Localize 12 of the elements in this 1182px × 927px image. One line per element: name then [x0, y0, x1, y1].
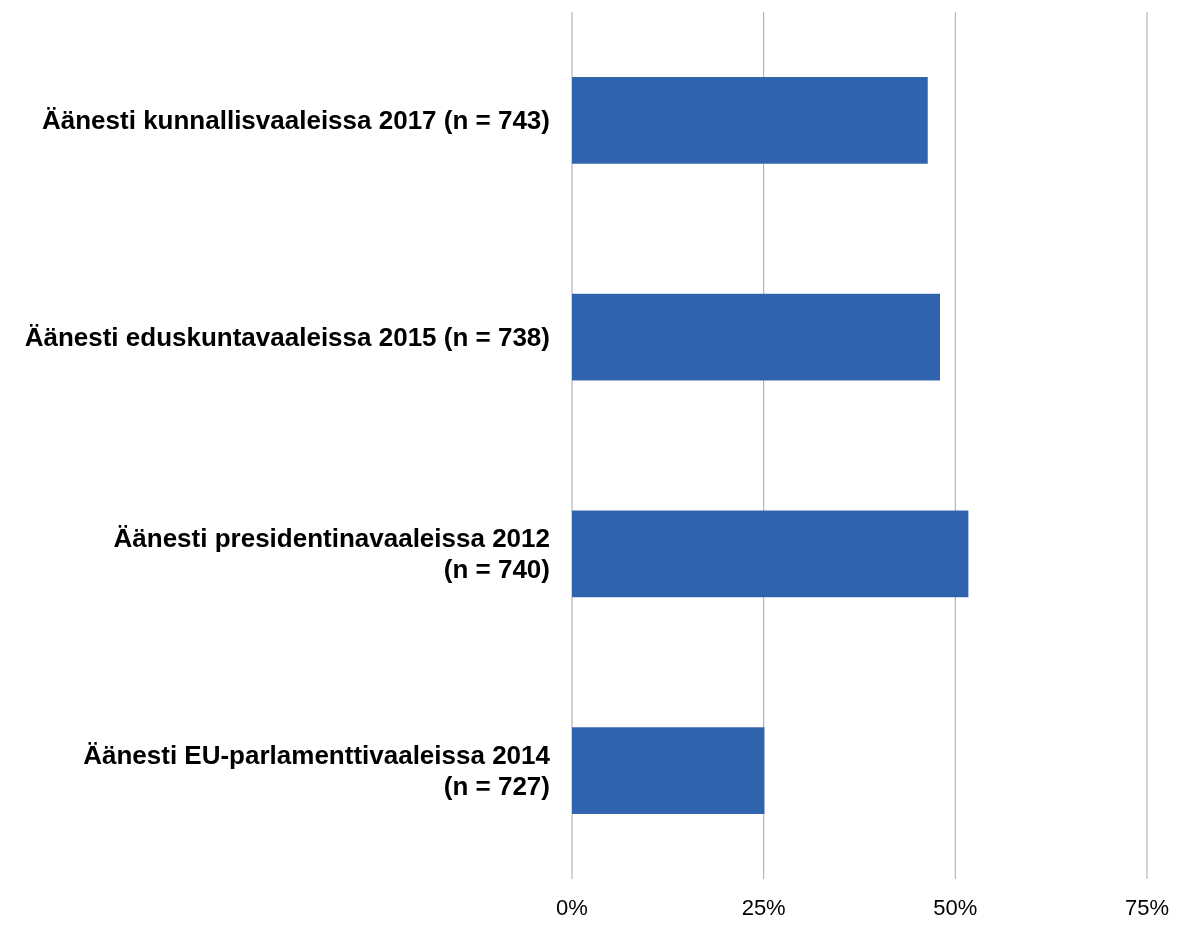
x-tick-label: 25%: [741, 895, 786, 920]
bar: [572, 77, 928, 164]
bar: [572, 727, 765, 814]
bar: [572, 293, 940, 381]
y-tick-label: Äänesti eduskuntavaaleissa 2015 (n = 738): [24, 322, 550, 353]
x-tick-label: 50%: [933, 895, 978, 920]
x-tick-label: 0%: [556, 895, 588, 920]
x-tick-label: 75%: [1124, 895, 1170, 920]
y-tick-label: Äänesti presidentinavaaleissa 2012 (n = 740): [113, 523, 550, 585]
bar: [572, 510, 969, 598]
y-tick-label: Äänesti kunnallisvaaleissa 2017 (n = 743): [41, 105, 550, 136]
y-tick-label: Äänesti EU-parlamenttivaaleissa 2014 (n = 727): [83, 740, 551, 802]
